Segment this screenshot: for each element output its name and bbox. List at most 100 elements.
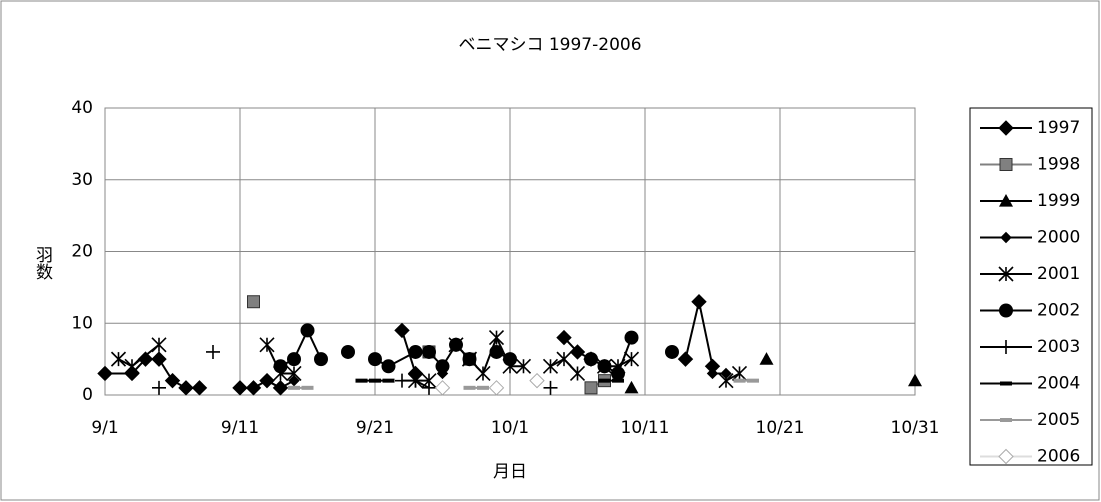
data-point	[341, 344, 355, 359]
data-point	[611, 366, 625, 381]
data-point	[97, 365, 113, 382]
data-point	[449, 337, 463, 352]
data-point	[584, 381, 598, 395]
legend-label: 1998	[1037, 155, 1080, 175]
data-point	[706, 367, 719, 380]
y-tick-label: 40	[71, 98, 93, 118]
data-point	[434, 380, 451, 396]
data-point	[247, 295, 260, 309]
data-point	[556, 351, 572, 367]
data-point	[355, 378, 368, 383]
data-point	[597, 359, 612, 374]
data-point	[422, 344, 436, 359]
legend-marker	[999, 340, 1013, 354]
data-point	[152, 380, 166, 395]
chart-title: ベニマシコ 1997-2006	[458, 35, 641, 55]
legend-label: 1997	[1037, 118, 1080, 138]
data-point	[477, 385, 489, 390]
legend-label: 2005	[1037, 410, 1080, 430]
data-point	[259, 337, 275, 353]
x-tick-label: 9/21	[356, 418, 394, 438]
data-point	[288, 385, 300, 390]
data-point	[503, 352, 517, 367]
data-point	[408, 344, 423, 359]
data-point	[287, 352, 301, 367]
data-point	[731, 365, 748, 382]
data-point	[584, 352, 598, 367]
legend-label: 2000	[1037, 228, 1080, 248]
data-point	[623, 351, 640, 367]
data-point	[300, 323, 315, 338]
data-point	[151, 337, 167, 353]
data-point	[515, 358, 532, 374]
data-point	[369, 378, 381, 383]
data-point	[556, 329, 572, 346]
data-point	[232, 380, 248, 396]
data-point	[569, 344, 586, 360]
data-point	[368, 352, 382, 367]
data-point	[624, 330, 639, 345]
data-point	[191, 380, 208, 396]
y-tick-label: 0	[82, 385, 93, 405]
legend-label: 2001	[1037, 264, 1080, 284]
y-tick-label: 20	[71, 242, 93, 262]
data-point	[164, 372, 181, 389]
data-point	[488, 380, 505, 396]
x-tick-label: 10/1	[491, 418, 529, 438]
data-point	[435, 359, 450, 374]
x-axis-label: 月日	[493, 462, 527, 482]
x-tick-label: 10/31	[891, 418, 940, 438]
data-point	[612, 378, 624, 383]
data-point	[543, 380, 558, 395]
data-point	[151, 351, 167, 367]
data-point	[110, 351, 127, 367]
data-point	[206, 344, 220, 359]
legend-box	[969, 107, 1093, 466]
data-point	[288, 374, 300, 387]
data-point	[747, 378, 759, 383]
data-point	[124, 358, 140, 374]
data-point	[475, 365, 491, 382]
data-point	[273, 359, 288, 374]
data-point	[261, 374, 273, 387]
data-point	[422, 380, 436, 395]
data-point	[542, 358, 559, 374]
y-axis-label: 羽数	[32, 246, 53, 280]
data-point	[286, 365, 302, 382]
legend-label: 1999	[1037, 191, 1080, 211]
legend-marker	[998, 266, 1014, 282]
data-point	[462, 352, 477, 367]
legend-marker	[998, 120, 1014, 136]
legend-marker	[1000, 418, 1012, 422]
x-tick-label: 10/11	[621, 418, 670, 438]
legend-marker	[1000, 231, 1012, 244]
x-tick-label: 9/1	[91, 418, 118, 438]
data-point	[759, 352, 774, 365]
data-point	[908, 373, 922, 387]
data-point	[624, 380, 639, 394]
legend-marker	[998, 448, 1014, 465]
data-point	[529, 372, 545, 389]
data-point	[665, 344, 679, 359]
data-point	[733, 378, 746, 383]
data-point	[408, 373, 423, 388]
data-point	[382, 378, 395, 383]
data-point	[274, 382, 287, 394]
data-point	[314, 352, 328, 367]
data-point	[677, 351, 694, 367]
legend-marker	[999, 158, 1013, 171]
data-point	[245, 380, 262, 396]
data-point	[718, 373, 734, 389]
y-tick-label: 10	[71, 313, 93, 333]
legend-label: 2006	[1037, 447, 1080, 467]
data-point	[178, 380, 194, 396]
x-tick-label: 10/21	[756, 418, 805, 438]
legend-marker	[1000, 381, 1012, 386]
legend-label: 2002	[1037, 301, 1080, 321]
data-point	[301, 385, 314, 390]
data-point	[489, 344, 504, 359]
legend-label: 2004	[1037, 374, 1080, 394]
data-point	[381, 359, 396, 374]
data-point	[463, 385, 476, 390]
